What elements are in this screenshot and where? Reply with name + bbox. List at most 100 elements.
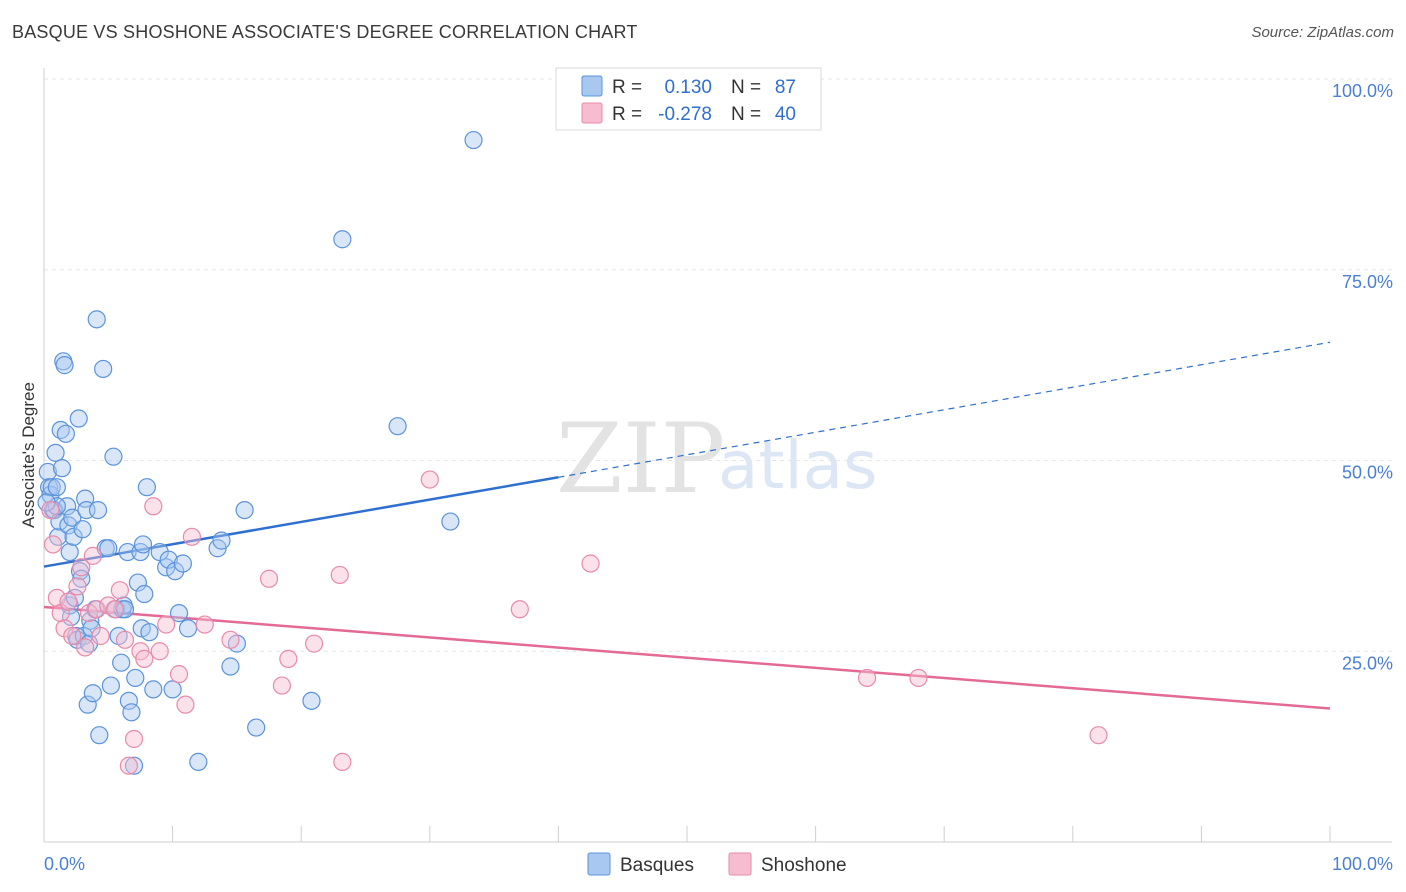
shoshone-point (150, 642, 169, 661)
basques-point (140, 623, 159, 642)
grid-lines (44, 78, 1392, 652)
y-tick-label: 50.0% (1342, 463, 1393, 483)
basques-point (122, 703, 141, 722)
basques-point (388, 417, 407, 436)
basques-point (119, 691, 138, 710)
shoshone-point (47, 588, 66, 607)
basques-point (94, 359, 113, 379)
legend-basques-n-value: 87 (775, 77, 796, 98)
shoshone-trend-line (43, 605, 1331, 710)
basques-point (126, 668, 145, 688)
basques-point (46, 443, 65, 462)
shoshone-point (144, 497, 163, 516)
basques-point (135, 584, 154, 604)
shoshone-point (41, 500, 60, 520)
chart-title: BASQUE VS SHOSHONE ASSOCIATE'S DEGREE CO… (12, 22, 638, 42)
bottom-legend: Basques Shoshone (587, 852, 847, 876)
shoshone-point (135, 649, 154, 668)
basques-point (221, 657, 240, 676)
legend-shoshone-swatch (581, 102, 603, 124)
watermark: ZIP atlas (556, 403, 878, 515)
watermark-atlas: atlas (718, 427, 878, 504)
shoshone-point (221, 630, 240, 649)
shoshone-point (195, 615, 214, 634)
basques-point (144, 680, 163, 699)
basques-point (52, 459, 72, 478)
y-tick-labels: 100.0% 75.0% 50.0% 25.0% (1332, 81, 1393, 673)
basques-point (63, 508, 82, 527)
shoshone-point (333, 752, 352, 771)
basques-point (47, 478, 66, 497)
x-tick-label: 100.0% (1332, 854, 1393, 874)
shoshone-point (119, 756, 138, 775)
basques-point (212, 531, 231, 550)
basques-point (464, 130, 483, 150)
basques-point (99, 539, 118, 558)
basques-point (302, 691, 321, 710)
trend-lines (43, 341, 1331, 710)
shoshone-point (857, 668, 877, 688)
shoshone-point (63, 626, 82, 646)
legend-shoshone-n-label: N = (731, 104, 761, 125)
legend-basques-n-label: N = (731, 77, 761, 98)
basques-point (178, 619, 198, 638)
shoshone-point (176, 695, 195, 714)
shoshone-point (909, 668, 928, 688)
bottom-legend-basques-swatch (587, 852, 611, 876)
y-tick-label: 25.0% (1342, 653, 1393, 673)
basques-point (69, 409, 88, 428)
y-tick-label: 75.0% (1342, 272, 1393, 292)
shoshone-point (105, 600, 124, 619)
shoshone-point (1089, 726, 1108, 745)
basques-trend-line (43, 476, 559, 568)
basques-point (159, 550, 178, 569)
source-label: Source: ZipAtlas.com (1251, 24, 1394, 41)
basques-point (101, 676, 120, 695)
shoshone-point (72, 558, 91, 577)
basques-trend-extension (558, 341, 1331, 478)
basques-point (124, 756, 144, 775)
basques-point (81, 611, 100, 630)
basques-point (173, 554, 192, 573)
shoshone-point (272, 676, 292, 695)
shoshone-point (115, 630, 135, 649)
basques-point (61, 607, 81, 627)
basques-point (133, 535, 153, 554)
shoshone-point (420, 470, 439, 489)
shoshone-point (169, 665, 189, 684)
legend-shoshone-r-label: R = (612, 104, 642, 125)
bottom-legend-shoshone-swatch (728, 852, 752, 876)
shoshone-point (91, 626, 110, 646)
shoshone-point (182, 527, 201, 546)
basques-point (128, 573, 147, 592)
basques-point (60, 542, 79, 562)
basques-point (78, 695, 97, 714)
shoshone-point (330, 565, 349, 585)
basques-point (90, 726, 109, 745)
basques-point (169, 603, 189, 623)
basques-point (38, 462, 57, 482)
shoshone-point (76, 638, 95, 657)
axes (43, 68, 1392, 843)
shoshone-point (304, 634, 324, 653)
basques-point (118, 542, 137, 562)
shoshone-point (87, 600, 106, 619)
basques-point (112, 653, 131, 672)
legend-shoshone-r-value: -0.278 (658, 104, 712, 125)
basques-point (441, 512, 460, 531)
x-tick-labels: 0.0% 100.0% (44, 854, 1393, 874)
basques-point (83, 684, 102, 703)
bottom-legend-shoshone-label: Shoshone (761, 855, 847, 876)
shoshone-point (43, 535, 63, 554)
legend-box: R = 0.130 N = 87 R = -0.278 N = 40 (555, 67, 822, 131)
basques-point (163, 680, 182, 699)
shoshone-point (510, 600, 529, 619)
shoshone-point (83, 546, 102, 565)
x-tick-label: 0.0% (44, 854, 85, 874)
shoshone-point (59, 592, 78, 611)
basques-point (189, 752, 208, 771)
shoshone-point (157, 615, 176, 634)
legend-basques-r-value: 0.130 (664, 77, 712, 98)
shoshone-point (124, 729, 144, 749)
